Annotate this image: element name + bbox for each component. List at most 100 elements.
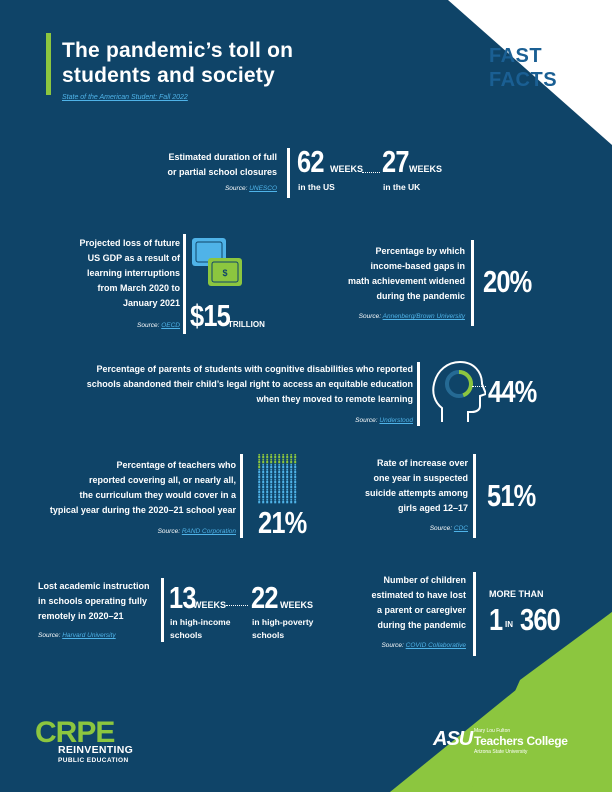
teacher-figure-body xyxy=(290,470,293,474)
teacher-figure-body xyxy=(266,490,269,494)
asu-logo-line1: Mary Lou Fulton xyxy=(474,728,511,734)
teacher-figure-body xyxy=(266,475,269,479)
teacher-figure-body xyxy=(258,470,261,474)
teacher-figure-head xyxy=(294,468,297,471)
teacher-figure-head xyxy=(282,463,285,466)
teacher-figure-head xyxy=(294,458,297,461)
teacher-figure-head xyxy=(286,453,289,456)
teacher-figure-head xyxy=(290,498,293,501)
teacher-figure-head xyxy=(278,478,281,481)
teacher-figure-head xyxy=(294,483,297,486)
teacher-figure-body xyxy=(258,485,261,489)
teacher-figure-body xyxy=(274,475,277,479)
math-gap-source-link[interactable]: Annenberg/Brown University xyxy=(382,313,465,320)
title-accent-bar xyxy=(46,33,51,95)
teacher-figure-body xyxy=(278,470,281,474)
teacher-figure-body xyxy=(270,490,273,494)
gdp-unit: TRILLION xyxy=(228,320,265,329)
teacher-figure-body xyxy=(286,480,289,484)
teacher-figure-head xyxy=(274,488,277,491)
curriculum-divider xyxy=(240,454,243,538)
teacher-figure-head xyxy=(266,488,269,491)
teacher-figure-head xyxy=(278,473,281,476)
teacher-figure-body xyxy=(278,495,281,499)
teacher-figure-head xyxy=(262,478,265,481)
teacher-figure-body xyxy=(274,465,277,469)
teacher-figure-body xyxy=(258,500,261,504)
teacher-figure-body xyxy=(278,485,281,489)
closures-us-value: 62 xyxy=(297,144,324,179)
suicide-source-link[interactable]: CDC xyxy=(453,525,468,532)
teacher-figure-head xyxy=(274,458,277,461)
curriculum-source-link[interactable]: RAND Corporation xyxy=(181,528,236,535)
teacher-figure-body xyxy=(258,475,261,479)
teacher-figure-body xyxy=(274,480,277,484)
teacher-figure-head xyxy=(282,468,285,471)
suicide-value: 51% xyxy=(487,478,536,513)
teacher-figure-body xyxy=(286,465,289,469)
asu-logo-line3: Arizona State University xyxy=(474,749,528,755)
teacher-figure-body xyxy=(290,500,293,504)
teacher-figure-body xyxy=(274,460,277,464)
caregiver-source: Source: COVID Collaborative xyxy=(381,642,466,649)
teacher-figure-body xyxy=(262,495,265,499)
teacher-figure-body xyxy=(290,480,293,484)
teacher-figure-head xyxy=(262,463,265,466)
gdp-label: Projected loss of future US GDP as a res… xyxy=(79,238,180,308)
teacher-figure-head xyxy=(266,468,269,471)
disabilities-source-link[interactable]: Understood xyxy=(379,417,413,424)
subtitle-link[interactable]: State of the American Student: Fall 2022 xyxy=(62,94,188,101)
teacher-figure-body xyxy=(270,465,273,469)
math-gap-source: Source: Annenberg/Brown University xyxy=(358,313,465,320)
closures-source: Source: UNESCO xyxy=(224,185,277,192)
teacher-grid-icon xyxy=(258,453,297,504)
teacher-figure-head xyxy=(274,463,277,466)
teacher-figure-head xyxy=(262,453,265,456)
teacher-figure-head xyxy=(270,453,273,456)
teacher-figure-head xyxy=(270,478,273,481)
teacher-figure-body xyxy=(286,500,289,504)
svg-text:$: $ xyxy=(222,268,227,278)
gdp-value: $15 xyxy=(190,298,231,333)
caregiver-label: Number of children estimated to have los… xyxy=(371,575,466,630)
teacher-figure-body xyxy=(290,490,293,494)
teacher-figure-body xyxy=(274,490,277,494)
teacher-figure-body xyxy=(282,455,285,459)
teacher-figure-head xyxy=(282,493,285,496)
teacher-figure-head xyxy=(274,453,277,456)
teacher-figure-body xyxy=(282,465,285,469)
teacher-figure-head xyxy=(262,473,265,476)
teacher-figure-head xyxy=(282,453,285,456)
teacher-figure-head xyxy=(266,498,269,501)
suicide-label: Rate of increase over one year in suspec… xyxy=(364,458,468,513)
teacher-figure-body xyxy=(266,470,269,474)
closures-source-link[interactable]: UNESCO xyxy=(249,185,277,192)
teacher-figure-head xyxy=(262,468,265,471)
math-gap-divider xyxy=(471,240,474,326)
instruction-dots xyxy=(226,605,248,606)
teacher-figure-body xyxy=(286,455,289,459)
teacher-figure-head xyxy=(274,498,277,501)
instruction-low-value: 13 xyxy=(169,580,196,615)
teacher-figure-head xyxy=(282,498,285,501)
teacher-figure-body xyxy=(266,480,269,484)
gdp-source-link[interactable]: OECD xyxy=(161,322,180,329)
instruction-high-label: in high-poverty schools xyxy=(252,617,314,640)
caregiver-source-link[interactable]: COVID Collaborative xyxy=(405,642,466,649)
instruction-source-link[interactable]: Harvard University xyxy=(62,632,116,639)
teacher-figure-body xyxy=(270,460,273,464)
teacher-figure-head xyxy=(266,453,269,456)
teacher-figure-body xyxy=(274,470,277,474)
caregiver-one: 1 xyxy=(489,602,503,637)
teacher-figure-head xyxy=(286,458,289,461)
math-gap-value: 20% xyxy=(483,264,532,299)
teacher-figure-body xyxy=(270,455,273,459)
teacher-figure-body xyxy=(294,470,297,474)
instruction-divider xyxy=(161,578,164,642)
teacher-figure-body xyxy=(286,485,289,489)
teacher-figure-head xyxy=(278,498,281,501)
teacher-figure-head xyxy=(262,483,265,486)
teacher-figure-body xyxy=(290,465,293,469)
teacher-figure-head xyxy=(270,483,273,486)
teacher-figure-body xyxy=(282,495,285,499)
